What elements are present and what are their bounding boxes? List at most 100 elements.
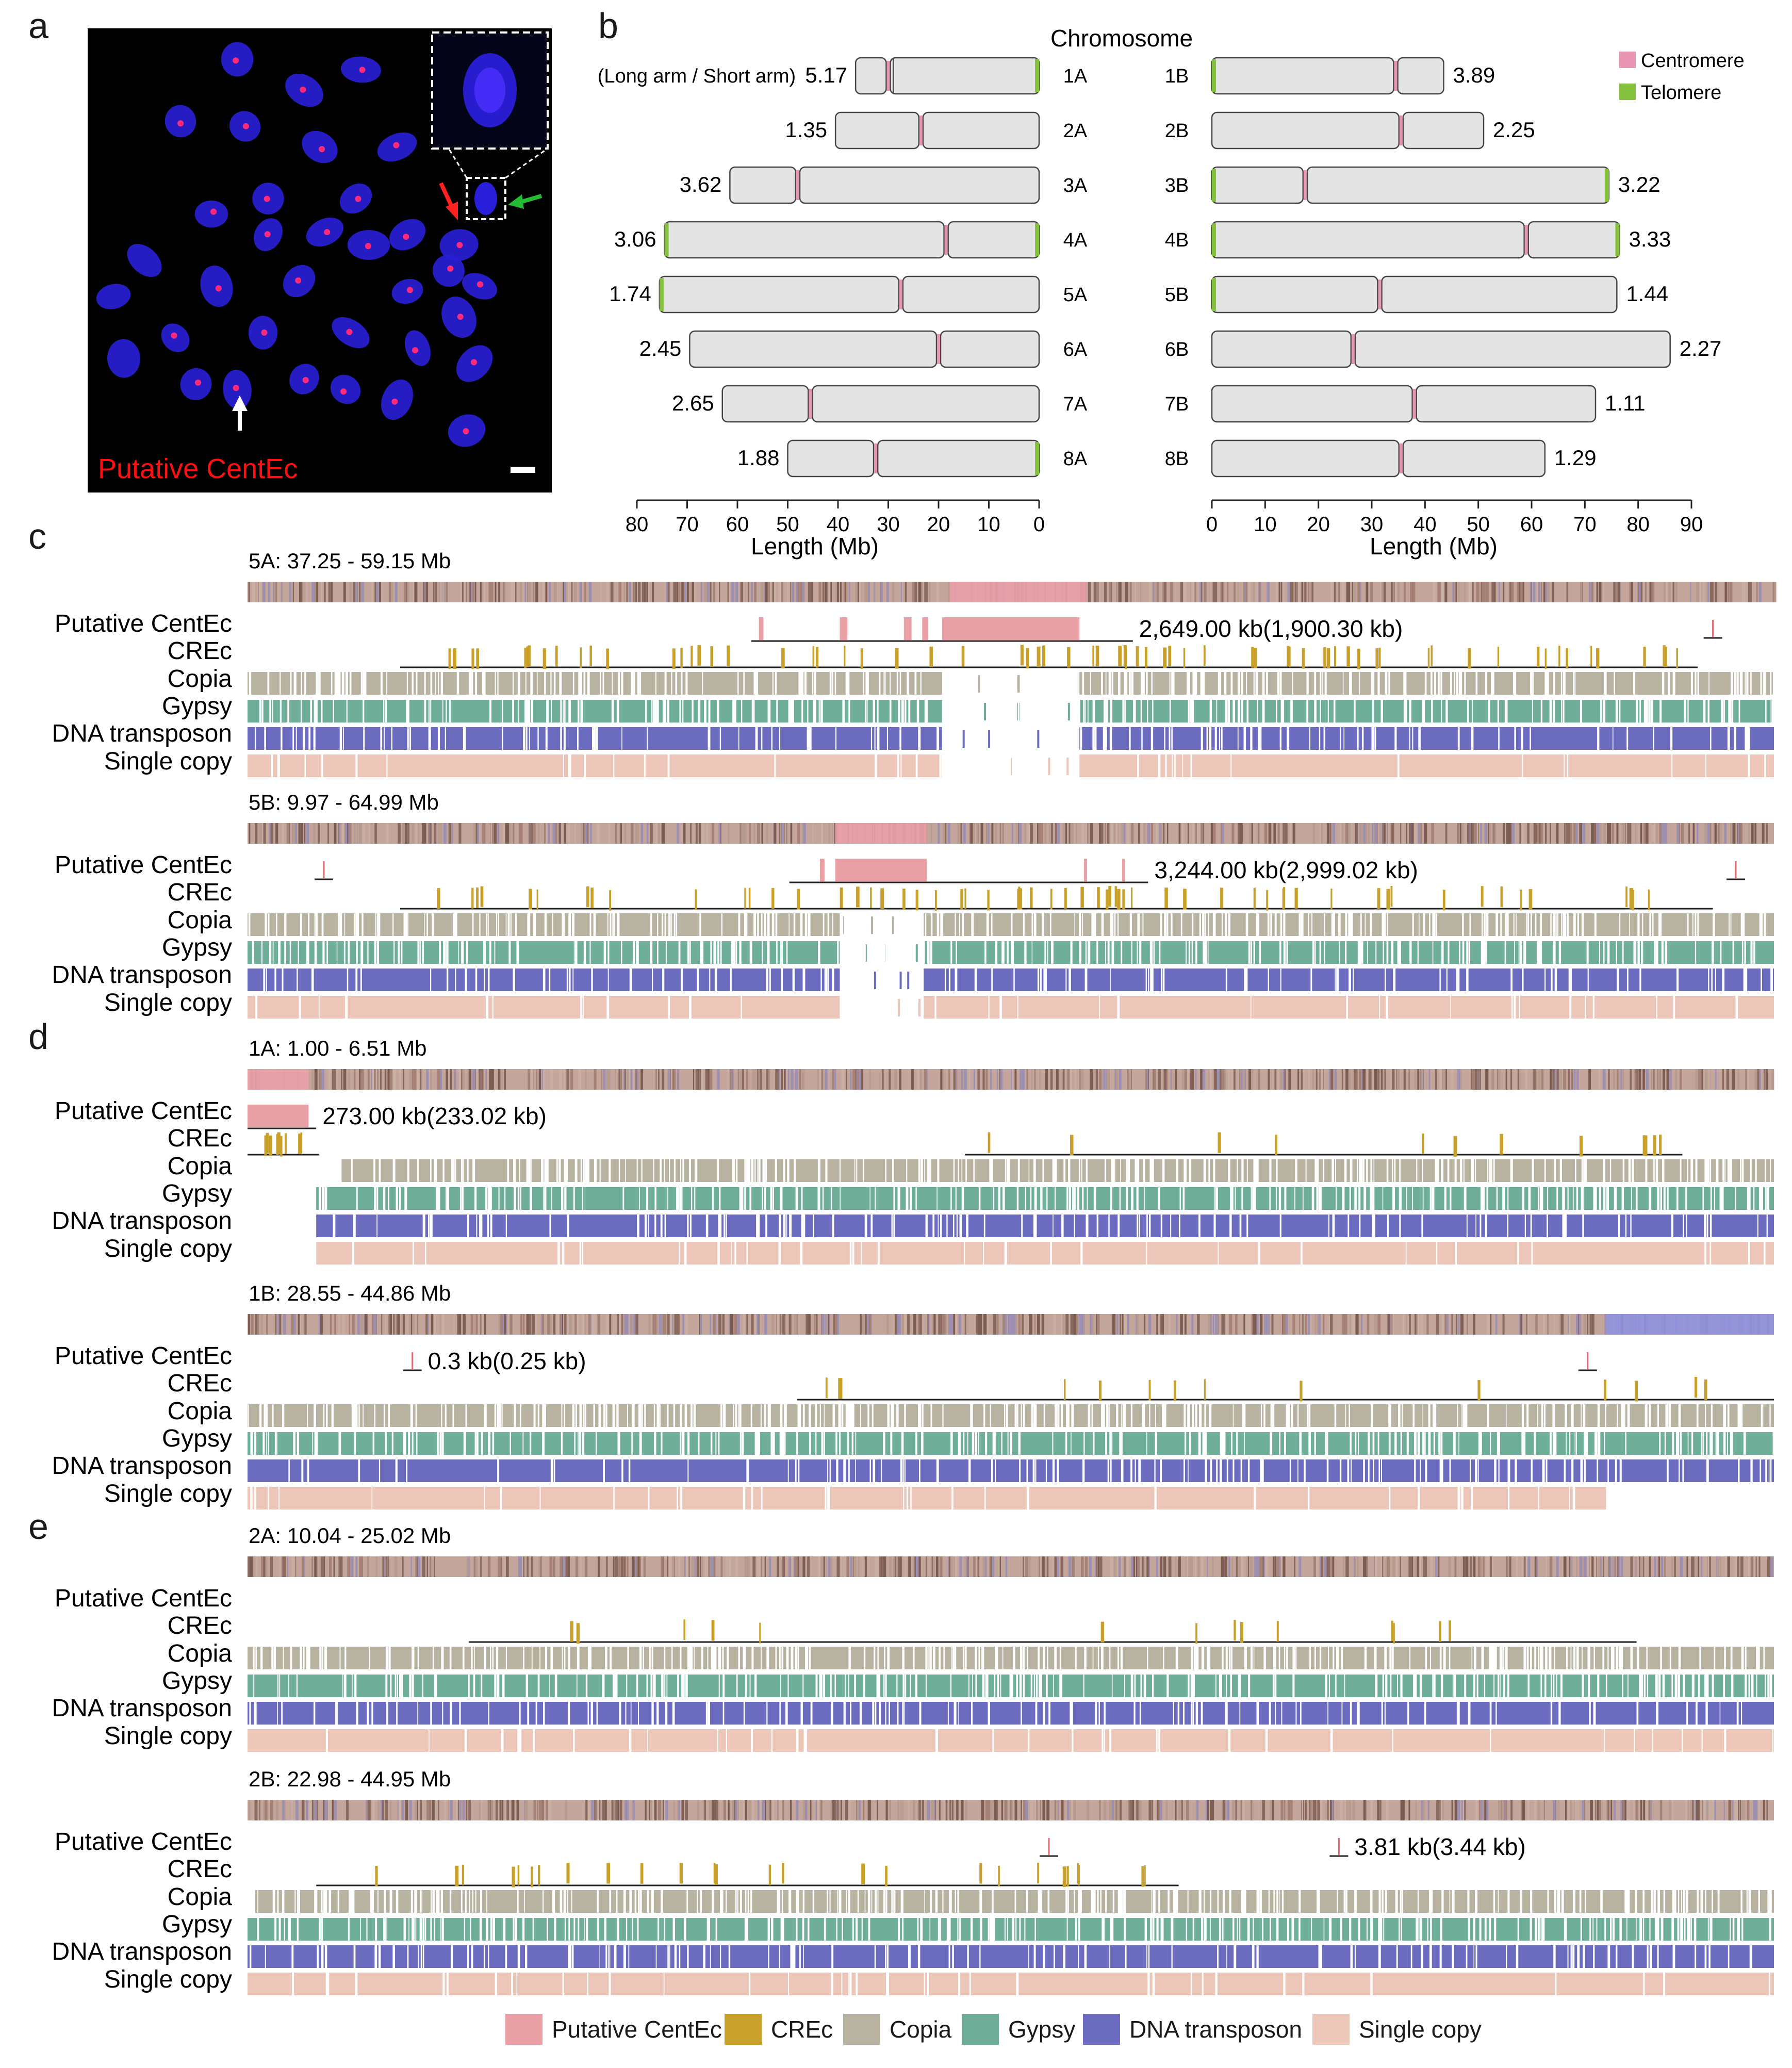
crec-mark xyxy=(1266,890,1269,911)
red-arrow xyxy=(439,182,458,220)
selected-chromosome-box xyxy=(466,177,506,220)
crec-mark xyxy=(1117,889,1121,910)
crec-mark xyxy=(711,1620,715,1641)
track-legend: Putative CentEc CREc Copia Gypsy DNA transpo… xyxy=(0,2009,1792,2055)
crec-mark xyxy=(964,888,966,909)
track-label: Copia xyxy=(168,1640,233,1667)
chromosome-arm xyxy=(1211,275,1378,314)
axis-tick-label: 80 xyxy=(1626,513,1650,536)
crec-mark xyxy=(1643,646,1646,667)
track-label: Single copy xyxy=(104,748,232,775)
crec-mark xyxy=(1648,889,1650,910)
nucleus xyxy=(389,219,425,251)
chromosome-name-label: 2A xyxy=(1063,120,1088,142)
panel-letter-b: b xyxy=(598,6,618,46)
crec-mark xyxy=(960,889,963,910)
centromere-mark xyxy=(1399,444,1403,473)
crec-mark xyxy=(471,888,474,909)
crec-mark xyxy=(1136,646,1139,667)
crec-mark xyxy=(1141,1866,1144,1887)
track-label: Gypsy xyxy=(162,1667,232,1695)
chromosome-4A xyxy=(664,221,1040,259)
crec-mark xyxy=(1326,648,1330,669)
centec-track: 273.00 kb(233.02 kb) xyxy=(248,1103,547,1129)
centec-block xyxy=(922,617,929,640)
copia-track xyxy=(248,1647,1774,1669)
track-label: CREc xyxy=(168,1370,232,1397)
chromosome-6B xyxy=(1211,330,1671,368)
crec-mark xyxy=(1163,647,1167,668)
chromosome-3B xyxy=(1211,166,1610,204)
chromosome-arm xyxy=(664,221,945,259)
chromosome-1B xyxy=(1211,57,1444,95)
dna-transposon-track xyxy=(248,1702,1774,1725)
chromosome-arm xyxy=(834,111,920,150)
nucleus xyxy=(254,218,283,251)
crec-mark xyxy=(672,648,676,669)
crec-mark xyxy=(915,890,918,911)
chromosome-arm xyxy=(787,439,875,478)
crec-mark xyxy=(1449,1620,1451,1642)
crec-mark xyxy=(480,886,484,907)
axis-tick-label: 50 xyxy=(776,513,799,536)
crec-mark xyxy=(266,1133,269,1154)
crec-mark xyxy=(1251,647,1254,668)
crec-mark xyxy=(517,1865,520,1886)
centec-block xyxy=(1084,859,1087,881)
crec-track xyxy=(400,645,1698,669)
chromosome-name-label: 7A xyxy=(1063,393,1088,415)
track-label: Putative CentEc xyxy=(55,610,232,637)
crec-mark xyxy=(1442,890,1445,911)
crec-mark xyxy=(1566,648,1569,669)
crec-mark xyxy=(880,888,884,909)
scale-bar xyxy=(511,467,535,473)
crec-mark xyxy=(462,1864,465,1885)
chromosome-arm xyxy=(1397,57,1444,95)
nucleus xyxy=(200,265,233,307)
crec-mark xyxy=(683,1619,686,1640)
crec-mark xyxy=(1375,648,1378,669)
crec-mark xyxy=(1097,887,1100,908)
crec-mark xyxy=(1253,647,1257,668)
gypsy-track xyxy=(248,1675,1774,1697)
axis-tick-label: 20 xyxy=(927,513,950,536)
crec-mark xyxy=(1579,1136,1583,1157)
axis-tick-label: 0 xyxy=(1033,513,1045,536)
nucleus xyxy=(165,105,196,138)
crec-mark xyxy=(1020,645,1024,666)
crec-mark xyxy=(713,1863,716,1884)
crec-mark xyxy=(1694,1377,1698,1398)
crec-mark xyxy=(453,648,456,669)
chromosome-name-label: 6B xyxy=(1165,339,1189,360)
green-arrow xyxy=(508,194,542,209)
telomere-mark xyxy=(1035,59,1039,92)
crec-mark xyxy=(437,888,440,909)
crec-mark xyxy=(1378,647,1381,668)
crec-mark xyxy=(934,890,937,911)
crec-mark xyxy=(1500,886,1503,907)
track-label: Copia xyxy=(168,1398,233,1425)
crec-mark xyxy=(1118,646,1122,667)
crec-mark xyxy=(929,646,933,667)
telomere-mark xyxy=(1035,442,1039,475)
legend-label: Putative CentEc xyxy=(552,2016,722,2043)
track-label: CREc xyxy=(168,1612,232,1639)
crec-mark xyxy=(744,888,746,909)
axis-tick-label: 70 xyxy=(1573,513,1597,536)
crec-mark xyxy=(1334,646,1337,667)
left-chromosomes: 5.17 1A 1.35 2A 3.62 3A 3.06 4A 1.74 5A 2.45 6A 2.65… xyxy=(598,57,1088,478)
region-2b: 2B: 22.98 - 44.95 Mb Putative CentEcCREcC… xyxy=(52,1767,1774,1995)
chromosome-1A xyxy=(854,57,1040,95)
chromosome-4B xyxy=(1211,221,1620,259)
crec-mark xyxy=(1302,648,1305,669)
micrograph-label: Putative CentEc xyxy=(98,453,298,484)
single-copy-track xyxy=(248,1487,1627,1509)
track-label: CREc xyxy=(168,1856,232,1883)
dna-transposon-track xyxy=(248,1945,1774,1968)
crec-mark xyxy=(1704,1379,1707,1400)
crec-mark xyxy=(812,646,814,667)
chromosome-arm xyxy=(1527,221,1620,259)
nucleus xyxy=(448,414,486,447)
track-label: CREc xyxy=(168,1125,232,1152)
crec-mark xyxy=(768,1864,771,1885)
